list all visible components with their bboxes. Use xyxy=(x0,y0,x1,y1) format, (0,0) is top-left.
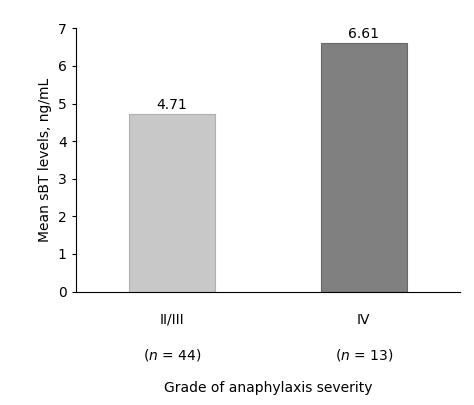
Bar xyxy=(128,115,215,292)
Text: 4.71: 4.71 xyxy=(156,98,187,112)
Text: 6.61: 6.61 xyxy=(348,27,379,41)
Text: ($n$ = 44): ($n$ = 44) xyxy=(143,347,201,363)
Bar xyxy=(320,43,407,292)
Y-axis label: Mean sBT levels, ng/mL: Mean sBT levels, ng/mL xyxy=(38,78,53,242)
Text: II/III: II/III xyxy=(160,313,184,327)
Text: IV: IV xyxy=(357,313,371,327)
Text: ($n$ = 13): ($n$ = 13) xyxy=(335,347,393,363)
Text: Grade of anaphylaxis severity: Grade of anaphylaxis severity xyxy=(164,381,372,395)
